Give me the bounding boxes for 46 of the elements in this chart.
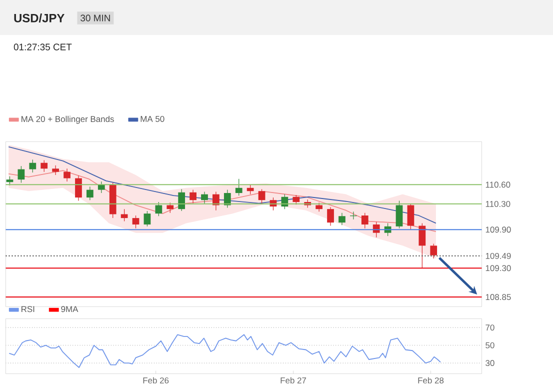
candlestick [166,202,174,214]
candlestick [155,202,162,217]
candlestick [86,186,94,201]
x-tick-label: Feb 28 [418,377,444,384]
y-tick-label: 110.60 [486,182,510,188]
text: 01:27:35 CET [14,44,72,50]
y-tick-label: 50 [486,342,494,348]
legend-label: RSI [22,306,34,312]
y-tick-label: 108.85 [486,294,511,300]
candlestick [235,178,242,196]
candlestick [201,192,208,204]
candlestick [246,184,254,195]
chart-subtitle: 30 MIN [80,14,110,22]
candlestick [396,200,403,229]
y-tick-label: 109.30 [486,265,511,272]
candlestick [144,210,151,227]
y-tick-label: 110.30 [486,201,510,208]
candlestick [338,212,346,226]
candlestick [120,208,128,222]
legend-label: MA 50 [140,116,164,122]
candlestick [430,244,438,259]
chart-title: USD/JPY [14,14,64,23]
x-tick-label: Feb 26 [143,377,169,384]
y-tick-label: 109.90 [486,226,511,233]
candlestick [64,168,70,182]
candlestick [327,206,334,226]
candlestick [407,204,414,230]
x-tick-label: Feb 27 [280,377,306,384]
legend-label: 9MA [61,306,78,312]
y-tick-label: 30 [486,360,494,366]
candlestick [40,160,48,172]
candlestick [98,181,105,194]
candlestick [418,223,426,269]
candlestick [258,188,266,204]
candlestick [361,212,368,229]
y-tick-label: 70 [486,324,494,331]
candlestick [29,159,36,173]
legend-label: MA 20 + Bollinger Bands [22,116,114,124]
candlestick [52,165,60,176]
candlestick [75,176,82,202]
candlestick [132,215,140,229]
candlestick [178,188,186,212]
y-tick-label: 109.49 [486,253,511,260]
candlestick [224,190,231,208]
candlestick [190,190,196,204]
candlestick [18,166,25,184]
